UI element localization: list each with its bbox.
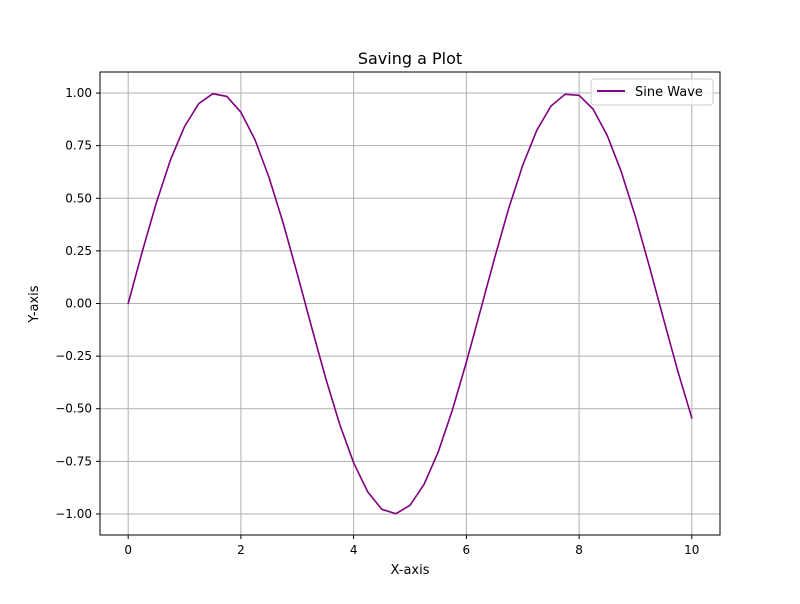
x-tick-label: 10: [684, 543, 699, 557]
chart-title: Saving a Plot: [358, 49, 462, 68]
x-tick-label: 4: [350, 543, 358, 557]
x-tick-label: 2: [237, 543, 245, 557]
tick-layer: 0 2 4 6 8 10 −1.00 −0.75 −0.50 −0.25 0.00 0.25 0.50 0…: [55, 86, 699, 557]
y-tick-label: 0.75: [65, 139, 92, 153]
legend-box: [590, 78, 714, 106]
y-tick-label: −0.75: [55, 454, 92, 468]
y-tick-label: 1.00: [65, 86, 92, 100]
y-tick-label: −0.25: [55, 349, 92, 363]
y-axis-label: Y-axis: [27, 285, 42, 323]
y-tick-label: −0.50: [55, 402, 92, 416]
legend-label: Sine Wave: [635, 85, 703, 100]
sine-wave-line: [127, 92, 693, 515]
y-tick-label: 0.25: [65, 244, 92, 258]
y-tick-label: 0.50: [65, 191, 92, 205]
y-tick-label: −1.00: [55, 507, 92, 521]
grid-layer: [100, 72, 720, 535]
legend: Sine Wave: [590, 78, 714, 106]
series-layer: [127, 92, 693, 515]
x-tick-label: 6: [463, 543, 471, 557]
x-axis-label: X-axis: [391, 563, 430, 578]
x-tick-label: 0: [124, 543, 132, 557]
x-tick-label: 8: [575, 543, 583, 557]
y-tick-label: 0.00: [65, 297, 92, 311]
